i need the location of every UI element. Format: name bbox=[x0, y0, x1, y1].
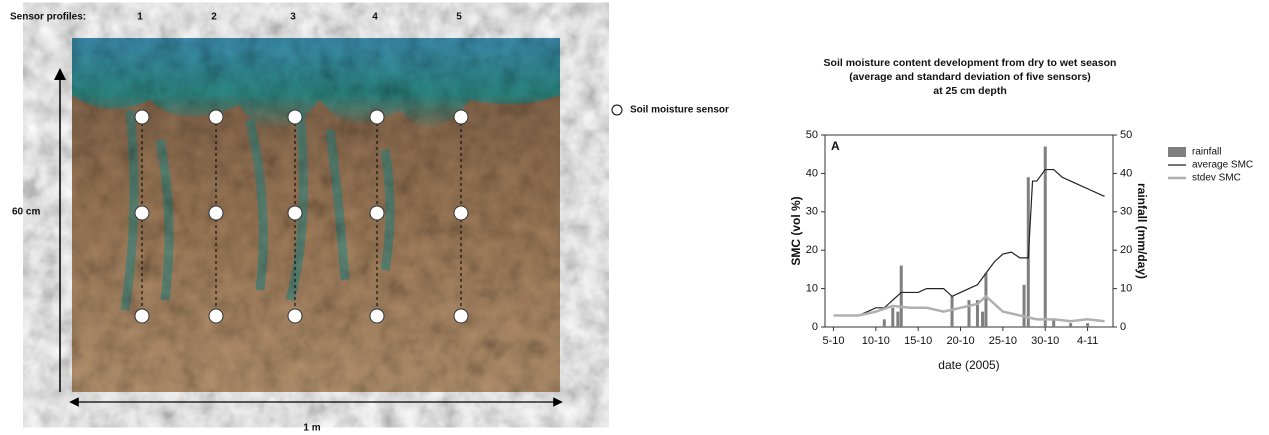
y-tick-label: 0 bbox=[812, 321, 818, 333]
series-line bbox=[833, 168, 1105, 317]
profile-number: 4 bbox=[372, 12, 378, 23]
legend-marker bbox=[611, 104, 623, 116]
chart-title: at 25 cm depth bbox=[933, 85, 1007, 97]
width-label: 1 m bbox=[303, 423, 320, 434]
y2-tick-label: 50 bbox=[1120, 129, 1132, 141]
rain-bar bbox=[1086, 323, 1090, 327]
rain-bar bbox=[899, 265, 903, 327]
rain-bar bbox=[975, 300, 979, 327]
x-tick-label: 10-10 bbox=[862, 335, 890, 347]
profile-number: 5 bbox=[456, 12, 462, 23]
profile-number: 2 bbox=[211, 12, 217, 23]
y-tick-label: 50 bbox=[806, 129, 818, 141]
rain-bar bbox=[1043, 146, 1047, 327]
x-axis-label: date (2005) bbox=[938, 358, 999, 372]
sensor bbox=[453, 308, 469, 324]
rain-bar bbox=[1052, 319, 1056, 327]
x-tick-label: 30-10 bbox=[1031, 335, 1059, 347]
sensor bbox=[134, 109, 150, 125]
rain-bar bbox=[950, 296, 954, 327]
y2-tick-label: 0 bbox=[1120, 321, 1126, 333]
profile-number: 1 bbox=[137, 12, 143, 23]
y2-tick-label: 40 bbox=[1120, 167, 1132, 179]
x-tick-label: 20-10 bbox=[946, 335, 974, 347]
rain-bar bbox=[967, 300, 971, 327]
sensor bbox=[369, 109, 385, 125]
chart-title: Soil moisture content development from d… bbox=[824, 57, 1117, 69]
sensor bbox=[453, 109, 469, 125]
sensor-grid bbox=[134, 109, 469, 324]
series-line bbox=[833, 294, 1105, 323]
sensor bbox=[369, 308, 385, 324]
legend-swatch bbox=[1168, 147, 1186, 157]
sensor bbox=[287, 205, 303, 221]
sensor bbox=[453, 205, 469, 221]
profile-number: 3 bbox=[290, 12, 296, 23]
x-tick-label: 15-10 bbox=[904, 335, 932, 347]
rain-bar bbox=[1022, 284, 1026, 327]
legend-label: rainfall bbox=[1192, 147, 1221, 158]
sensor bbox=[208, 109, 224, 125]
sensor bbox=[134, 205, 150, 221]
y-axis-label: SMC (vol %) bbox=[789, 196, 803, 265]
rain-bar bbox=[984, 273, 988, 327]
y-tick-label: 10 bbox=[806, 283, 818, 295]
x-tick-label: 4-11 bbox=[1077, 335, 1098, 347]
soil-photo bbox=[72, 38, 560, 392]
chart-title: (average and standard deviation of five … bbox=[849, 71, 1091, 83]
legend-label: stdev SMC bbox=[1192, 173, 1241, 184]
sensor bbox=[134, 308, 150, 324]
profile-heading: Sensor profiles: bbox=[10, 12, 86, 23]
sensor bbox=[369, 205, 385, 221]
plot-frame bbox=[824, 134, 1114, 328]
y2-tick-label: 30 bbox=[1120, 206, 1132, 218]
x-tick-label: 5-10 bbox=[822, 335, 844, 347]
y-tick-label: 40 bbox=[806, 167, 818, 179]
y2-axis-label: rainfall (mm/day) bbox=[1135, 183, 1149, 279]
rain-bar bbox=[882, 319, 886, 327]
sensor bbox=[208, 308, 224, 324]
y2-tick-label: 20 bbox=[1120, 244, 1132, 256]
legend-label: average SMC bbox=[1192, 160, 1253, 171]
depth-label: 60 cm bbox=[12, 207, 40, 218]
y-tick-label: 20 bbox=[806, 244, 818, 256]
rain-bar bbox=[896, 311, 900, 327]
sensor bbox=[287, 308, 303, 324]
y2-tick-label: 10 bbox=[1120, 283, 1132, 295]
sensor bbox=[287, 109, 303, 125]
rain-bar bbox=[981, 311, 985, 327]
legend-label: Soil moisture sensor bbox=[630, 105, 729, 116]
y-tick-label: 30 bbox=[806, 206, 818, 218]
rain-bar bbox=[1069, 323, 1073, 327]
sensor bbox=[208, 205, 224, 221]
panel-label: A bbox=[831, 139, 840, 153]
rain-bar bbox=[891, 307, 895, 327]
x-tick-label: 25-10 bbox=[989, 335, 1017, 347]
